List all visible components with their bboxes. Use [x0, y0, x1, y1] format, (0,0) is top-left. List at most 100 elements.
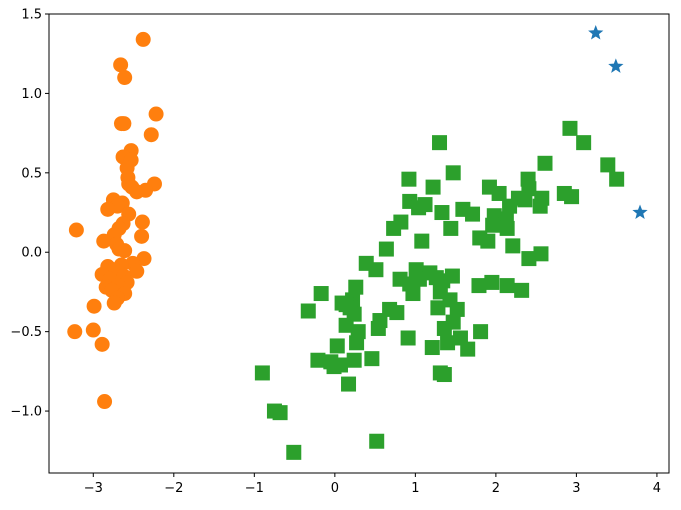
data-point: [405, 286, 421, 302]
data-point: [338, 317, 354, 333]
data-point: [68, 222, 84, 238]
data-point: [134, 228, 150, 244]
data-point: [368, 262, 384, 278]
data-point: [502, 198, 518, 214]
data-point: [378, 241, 394, 257]
data-point: [600, 157, 616, 173]
x-tick-label: −1: [245, 481, 264, 496]
data-point: [401, 171, 417, 187]
data-point: [449, 301, 465, 317]
data-point: [564, 189, 580, 205]
data-point: [484, 274, 500, 290]
data-point: [97, 394, 113, 410]
data-point: [369, 433, 385, 449]
x-tick-label: 4: [653, 481, 661, 496]
x-tick-label: −3: [84, 481, 103, 496]
data-point: [113, 57, 129, 73]
x-tick-label: 1: [411, 481, 419, 496]
data-point: [135, 31, 151, 47]
y-axis: −1.0 −0.5 0.0 0.5 1.0 1.5: [10, 8, 49, 420]
data-point: [499, 220, 515, 236]
data-point: [417, 197, 433, 213]
data-point: [514, 282, 530, 298]
data-point: [485, 217, 501, 233]
data-point: [443, 220, 459, 236]
data-point: [364, 351, 380, 367]
data-marks: [67, 25, 648, 460]
data-point: [499, 278, 515, 294]
data-point: [608, 58, 624, 73]
data-point: [272, 405, 288, 421]
data-point: [436, 320, 452, 336]
data-point: [537, 155, 553, 171]
data-point: [100, 201, 116, 217]
y-tick-label: 0.0: [21, 246, 42, 261]
data-point: [562, 120, 578, 136]
data-point: [430, 300, 446, 316]
data-point: [341, 376, 357, 392]
data-point: [329, 338, 345, 354]
plot-area-background: [49, 14, 669, 473]
y-tick-label: 0.5: [21, 166, 42, 181]
data-point: [424, 340, 440, 356]
data-point: [148, 106, 164, 122]
plot-frame: [48, 13, 670, 474]
data-point: [300, 303, 316, 319]
data-point: [432, 135, 448, 151]
data-point: [505, 238, 521, 254]
data-point: [473, 324, 489, 340]
data-point: [313, 286, 329, 302]
x-tick-label: 2: [492, 481, 500, 496]
data-point: [471, 278, 487, 294]
x-tick-label: 0: [331, 481, 339, 496]
data-point: [96, 233, 112, 249]
data-point: [588, 25, 604, 40]
data-point: [117, 243, 133, 259]
data-point: [85, 322, 101, 338]
series-circle: [67, 31, 164, 410]
x-tick-label: 3: [572, 481, 580, 496]
data-point: [576, 135, 592, 151]
y-tick-label: −0.5: [10, 325, 42, 340]
data-point: [67, 324, 83, 340]
data-point: [414, 233, 430, 249]
data-point: [129, 263, 145, 279]
data-point: [116, 116, 132, 132]
data-point: [86, 298, 102, 314]
y-tick-label: 1.0: [21, 87, 42, 102]
x-axis: −3 −2 −1 0 1 2 3 4: [84, 473, 661, 496]
data-point: [434, 205, 450, 221]
data-point: [480, 233, 496, 249]
data-point: [286, 444, 302, 460]
data-point: [348, 279, 364, 295]
data-point: [440, 335, 456, 351]
data-point: [134, 214, 150, 230]
y-tick-label: 1.5: [21, 8, 42, 23]
data-point: [517, 192, 533, 208]
data-point: [94, 336, 110, 352]
data-point: [436, 367, 452, 383]
data-point: [370, 320, 386, 336]
data-point: [425, 179, 441, 195]
data-point: [117, 70, 133, 86]
data-point: [465, 206, 481, 222]
data-point: [326, 359, 342, 375]
series-square: [254, 120, 625, 460]
y-tick-label: −1.0: [10, 405, 42, 420]
data-point: [532, 198, 548, 214]
data-point: [400, 330, 416, 346]
data-point: [491, 185, 507, 201]
data-point: [136, 251, 152, 267]
data-point: [445, 165, 461, 181]
data-point: [129, 184, 145, 200]
data-point: [386, 220, 402, 236]
data-point: [346, 352, 362, 368]
data-point: [106, 295, 122, 311]
series-star: [588, 25, 648, 219]
data-point: [521, 251, 537, 267]
x-tick-label: −2: [164, 481, 183, 496]
data-point: [143, 127, 159, 143]
data-point: [632, 204, 648, 219]
